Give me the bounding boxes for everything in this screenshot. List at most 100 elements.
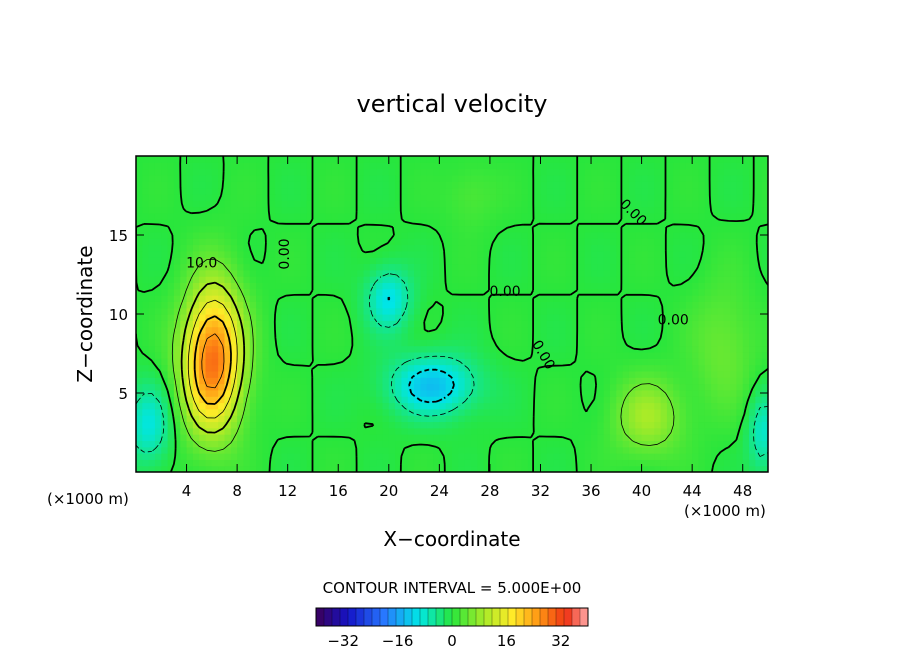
heat-cell bbox=[761, 250, 768, 258]
heat-cell bbox=[679, 206, 687, 214]
heat-cell bbox=[414, 389, 421, 397]
heat-cell bbox=[540, 200, 548, 208]
heat-cell bbox=[414, 383, 421, 391]
heat-cell bbox=[357, 250, 365, 258]
heat-cell bbox=[154, 187, 162, 195]
heat-cell bbox=[312, 396, 320, 404]
heat-cell bbox=[338, 440, 346, 448]
heat-cell bbox=[344, 257, 352, 265]
heat-cell bbox=[736, 446, 744, 454]
heat-cell bbox=[622, 446, 630, 454]
heat-cell bbox=[230, 193, 238, 201]
heat-cell bbox=[192, 187, 200, 195]
heat-cell bbox=[180, 345, 188, 353]
heat-cell bbox=[749, 307, 756, 315]
heat-cell bbox=[211, 440, 219, 448]
heat-cell bbox=[464, 383, 472, 391]
heat-cell bbox=[249, 219, 257, 227]
heat-cell bbox=[142, 187, 150, 195]
heat-cell bbox=[224, 370, 232, 378]
heat-cell bbox=[186, 231, 194, 239]
heat-cell bbox=[723, 263, 731, 271]
heat-cell bbox=[723, 326, 731, 334]
heat-cell bbox=[628, 168, 636, 176]
heat-cell bbox=[534, 358, 542, 366]
heat-cell bbox=[489, 225, 497, 233]
heat-cell bbox=[660, 301, 668, 309]
heat-cell bbox=[660, 168, 668, 176]
heat-cell bbox=[597, 225, 605, 233]
heat-cell bbox=[414, 415, 421, 423]
heat-cell bbox=[161, 427, 169, 435]
heat-cell bbox=[483, 206, 491, 214]
heat-cell bbox=[376, 421, 384, 429]
heat-cell bbox=[761, 263, 768, 271]
heat-cell bbox=[502, 206, 510, 214]
heat-cell bbox=[464, 295, 472, 302]
heat-cell bbox=[736, 332, 744, 340]
heat-cell bbox=[565, 314, 573, 321]
heat-cell bbox=[281, 396, 289, 404]
heat-cell bbox=[679, 370, 687, 378]
heat-cell bbox=[654, 295, 662, 302]
heat-cell bbox=[464, 212, 472, 220]
heat-cell bbox=[306, 415, 314, 423]
heat-cell bbox=[597, 402, 605, 410]
heat-cell bbox=[515, 263, 523, 271]
heat-cell bbox=[489, 377, 497, 385]
heat-cell bbox=[136, 421, 143, 429]
heat-cell bbox=[376, 453, 384, 460]
heat-cell bbox=[666, 301, 674, 309]
heat-cell bbox=[704, 465, 712, 472]
heat-cell bbox=[584, 276, 592, 283]
heat-cell bbox=[521, 244, 529, 252]
heat-cell bbox=[161, 238, 169, 246]
heat-cell bbox=[414, 212, 421, 220]
heat-cell bbox=[369, 225, 377, 233]
heat-cell bbox=[679, 156, 687, 163]
heat-cell bbox=[357, 301, 365, 309]
heat-cell bbox=[559, 314, 567, 321]
heat-cell bbox=[470, 402, 478, 410]
heat-cell bbox=[414, 219, 421, 227]
heat-cell bbox=[275, 453, 282, 460]
heat-cell bbox=[515, 257, 523, 265]
heat-cell bbox=[622, 314, 630, 321]
heat-cell bbox=[742, 314, 750, 321]
heat-cell bbox=[161, 421, 169, 429]
heat-cell bbox=[363, 187, 371, 195]
heat-cell bbox=[730, 377, 737, 385]
heat-cell bbox=[325, 320, 333, 328]
heat-cell bbox=[647, 282, 655, 290]
heat-cell bbox=[350, 453, 358, 460]
heat-cell bbox=[610, 465, 617, 472]
heat-cell bbox=[401, 307, 409, 315]
heat-cell bbox=[698, 370, 706, 378]
heat-cell bbox=[546, 231, 554, 239]
heat-cell bbox=[363, 314, 371, 321]
heat-cell bbox=[711, 288, 719, 296]
heat-cell bbox=[470, 219, 478, 227]
heat-cell bbox=[458, 377, 466, 385]
heat-cell bbox=[376, 389, 384, 397]
heat-cell bbox=[275, 314, 282, 321]
heat-cell bbox=[723, 219, 731, 227]
heat-cell bbox=[496, 389, 504, 397]
heat-cell bbox=[388, 162, 396, 170]
heat-cell bbox=[736, 282, 744, 290]
heat-cell bbox=[319, 440, 327, 448]
heat-cell bbox=[452, 238, 459, 246]
heat-cell bbox=[218, 162, 226, 170]
heat-cell bbox=[401, 301, 409, 309]
heat-cell bbox=[534, 339, 542, 347]
heat-cell bbox=[666, 434, 674, 441]
heat-cell bbox=[692, 434, 700, 441]
heat-cell bbox=[673, 370, 681, 378]
heat-cell bbox=[685, 446, 693, 454]
heat-cell bbox=[565, 383, 573, 391]
heat-cell bbox=[749, 263, 756, 271]
heat-cell bbox=[591, 314, 598, 321]
heat-cell bbox=[148, 434, 156, 441]
heat-cell bbox=[300, 351, 308, 359]
heat-cell bbox=[199, 269, 207, 277]
